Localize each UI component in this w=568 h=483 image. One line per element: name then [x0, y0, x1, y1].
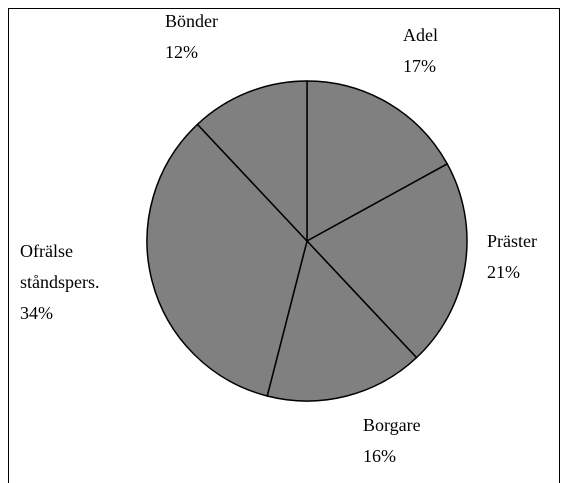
slice-value-label: 12% — [165, 42, 198, 62]
pie-slice — [146, 123, 308, 397]
pie-slice — [196, 80, 308, 243]
slice-value-label: 17% — [403, 56, 436, 76]
pie-slice — [306, 80, 449, 243]
slice-value-label: 34% — [20, 303, 53, 323]
pie-slice — [266, 239, 418, 402]
frame — [8, 8, 560, 483]
slice-value-label: 16% — [363, 446, 396, 466]
slice-label: Adel — [403, 25, 438, 45]
slice-label: Präster — [487, 231, 537, 251]
pie-slice — [305, 162, 468, 359]
slice-label: Borgare — [363, 415, 421, 435]
slice-label: Ofrälse ståndspers. — [20, 241, 100, 292]
slice-value-label: 21% — [487, 262, 520, 282]
slice-label: Bönder — [165, 11, 218, 31]
